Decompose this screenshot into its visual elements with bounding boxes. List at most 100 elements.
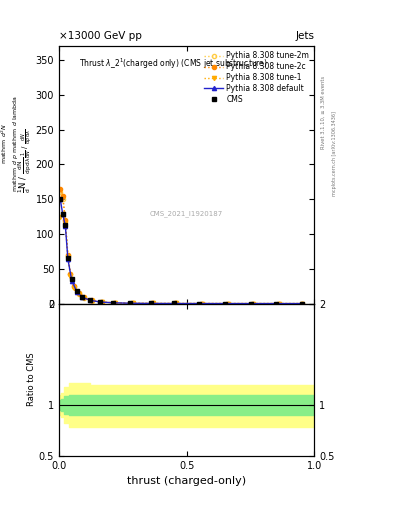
Line: Pythia 8.308 tune-2c: Pythia 8.308 tune-2c [58, 187, 304, 306]
Text: Jets: Jets [296, 31, 314, 41]
Pythia 8.308 tune-2c [299, 301, 304, 307]
Pythia 8.308 default [149, 301, 153, 307]
Pythia 8.308 tune-2m [68, 271, 73, 278]
Pythia 8.308 tune-2m [63, 218, 68, 224]
Pythia 8.308 tune-1 [131, 300, 136, 306]
Pythia 8.308 tune-2c [276, 301, 281, 307]
Pythia 8.308 tune-1 [61, 211, 65, 217]
Pythia 8.308 tune-2m [225, 301, 230, 307]
Pythia 8.308 tune-1 [276, 301, 281, 307]
Y-axis label: Ratio to CMS: Ratio to CMS [27, 353, 36, 407]
CMS [274, 301, 279, 307]
Pythia 8.308 tune-2c [151, 301, 156, 307]
Line: Pythia 8.308 default: Pythia 8.308 default [58, 197, 304, 306]
Pythia 8.308 default [63, 223, 68, 229]
Line: Pythia 8.308 tune-2m: Pythia 8.308 tune-2m [58, 190, 304, 306]
Pythia 8.308 default [274, 301, 279, 307]
CMS [110, 300, 115, 306]
Pythia 8.308 tune-1 [66, 254, 70, 260]
Pythia 8.308 tune-2m [77, 291, 82, 297]
CMS [128, 300, 133, 306]
Pythia 8.308 tune-1 [68, 272, 73, 279]
CMS [79, 293, 84, 300]
Pythia 8.308 tune-1 [200, 301, 204, 307]
Pythia 8.308 tune-2m [276, 301, 281, 307]
CMS [172, 301, 176, 307]
Pythia 8.308 tune-2c [100, 299, 105, 305]
CMS [87, 297, 92, 303]
Pythia 8.308 tune-1 [100, 299, 105, 305]
Text: $\frac{1}{\mathrm{d}N}\ /\ \frac{\mathrm{d}N}{\mathrm{d}p\,\mathrm{d}\lambda}$: $\frac{1}{\mathrm{d}N}\ /\ \frac{\mathrm… [20, 129, 35, 158]
Pythia 8.308 tune-2m [200, 301, 204, 307]
CMS [197, 301, 202, 307]
Pythia 8.308 tune-2c [131, 300, 136, 306]
Pythia 8.308 tune-2c [58, 186, 62, 192]
Pythia 8.308 tune-2m [299, 301, 304, 307]
Pythia 8.308 tune-2m [100, 299, 105, 305]
Pythia 8.308 tune-2m [174, 301, 179, 307]
Pythia 8.308 default [87, 297, 92, 303]
Pythia 8.308 default [197, 301, 202, 307]
CMS [149, 301, 153, 307]
Pythia 8.308 tune-1 [82, 295, 87, 301]
Pythia 8.308 tune-2m [251, 301, 255, 307]
CMS [248, 301, 253, 307]
Pythia 8.308 tune-2c [200, 301, 204, 307]
CMS [61, 211, 65, 218]
Pythia 8.308 default [61, 211, 65, 218]
Pythia 8.308 default [69, 278, 74, 284]
Pythia 8.308 tune-1 [72, 285, 77, 291]
Text: Thrust $\lambda\_2^1$(charged only) (CMS jet substructure): Thrust $\lambda\_2^1$(charged only) (CMS… [79, 56, 268, 71]
Pythia 8.308 tune-2c [61, 193, 65, 199]
Text: CMS_2021_I1920187: CMS_2021_I1920187 [150, 210, 223, 217]
Text: $\mathrm{mathrm}\ d^2N$: $\mathrm{mathrm}\ d^2N$ [0, 123, 9, 164]
Pythia 8.308 default [110, 300, 115, 306]
Pythia 8.308 default [223, 301, 228, 307]
Text: $\mathrm{mathrm}\ d\ p\ \mathrm{mathrm}\ d\ \mathrm{lambda}$: $\mathrm{mathrm}\ d\ p\ \mathrm{mathrm}\… [11, 95, 20, 192]
Pythia 8.308 tune-1 [174, 301, 179, 307]
CMS [69, 276, 74, 282]
Pythia 8.308 tune-1 [90, 297, 95, 304]
Pythia 8.308 default [299, 301, 304, 307]
CMS [75, 288, 79, 294]
Pythia 8.308 tune-2m [58, 189, 62, 195]
Pythia 8.308 tune-2c [68, 270, 73, 276]
Pythia 8.308 tune-2c [63, 217, 68, 223]
Legend: Pythia 8.308 tune-2m, Pythia 8.308 tune-2c, Pythia 8.308 tune-1, Pythia 8.308 de: Pythia 8.308 tune-2m, Pythia 8.308 tune-… [202, 50, 310, 105]
Pythia 8.308 tune-2m [151, 301, 156, 307]
Pythia 8.308 default [75, 289, 79, 295]
Pythia 8.308 tune-2m [61, 196, 65, 202]
Pythia 8.308 tune-1 [299, 301, 304, 307]
Text: mcplots.cern.ch [arXiv:1306.3436]: mcplots.cern.ch [arXiv:1306.3436] [332, 111, 337, 196]
Pythia 8.308 tune-2m [131, 300, 136, 306]
Pythia 8.308 tune-2c [90, 297, 95, 304]
Pythia 8.308 tune-2m [82, 294, 87, 301]
Text: Rivet 3.1.10, ≥ 3.3M events: Rivet 3.1.10, ≥ 3.3M events [320, 76, 325, 150]
CMS [223, 301, 228, 307]
Pythia 8.308 tune-1 [251, 301, 255, 307]
Pythia 8.308 tune-1 [77, 291, 82, 297]
Pythia 8.308 tune-1 [151, 301, 156, 307]
Pythia 8.308 tune-1 [63, 221, 68, 227]
Pythia 8.308 tune-1 [113, 300, 118, 306]
Pythia 8.308 default [97, 299, 102, 305]
Text: ×13000 GeV pp: ×13000 GeV pp [59, 31, 142, 41]
Pythia 8.308 tune-2c [66, 252, 70, 258]
Pythia 8.308 tune-2c [82, 294, 87, 301]
Pythia 8.308 tune-2c [72, 283, 77, 289]
Pythia 8.308 default [248, 301, 253, 307]
Pythia 8.308 tune-2c [174, 301, 179, 307]
Pythia 8.308 tune-2m [90, 297, 95, 304]
Pythia 8.308 tune-1 [225, 301, 230, 307]
Pythia 8.308 tune-2m [113, 300, 118, 306]
CMS [97, 298, 102, 305]
X-axis label: thrust (charged-only): thrust (charged-only) [127, 476, 246, 486]
Pythia 8.308 tune-2c [77, 290, 82, 296]
Line: Pythia 8.308 tune-1: Pythia 8.308 tune-1 [58, 211, 304, 306]
CMS [58, 196, 62, 202]
Pythia 8.308 default [66, 256, 70, 262]
Pythia 8.308 tune-2c [251, 301, 255, 307]
Pythia 8.308 default [128, 300, 133, 306]
Pythia 8.308 tune-2m [66, 252, 70, 259]
Pythia 8.308 default [172, 301, 176, 307]
